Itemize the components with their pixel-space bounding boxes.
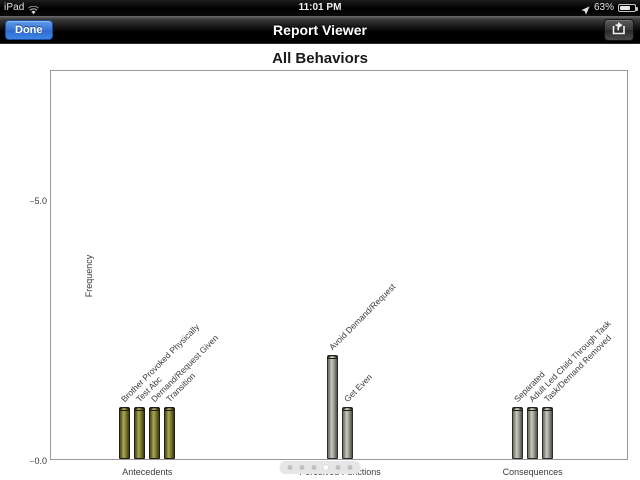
- status-clock: 11:01 PM: [298, 2, 342, 13]
- page-dot[interactable]: [287, 465, 293, 470]
- navigation-bar: Done Report Viewer: [0, 16, 640, 44]
- y-axis-tick-label: 5.0: [30, 196, 47, 206]
- bar[interactable]: Task/Demand Removed: [542, 333, 613, 459]
- bar-item[interactable]: Avoid Demand/Request: [327, 282, 397, 459]
- wifi-icon: [28, 5, 40, 14]
- page-dot[interactable]: [347, 465, 353, 470]
- bar-item[interactable]: Brother Provoked Physically: [119, 322, 201, 459]
- x-axis-group-label: Antecedents: [122, 467, 173, 477]
- ios-status-bar: iPad 11:01 PM 63%: [0, 0, 640, 16]
- bar-group: Brother Provoked Physically Test Abc Deman…: [51, 71, 244, 477]
- bar-category-label: Get Even: [341, 371, 375, 404]
- bar-item[interactable]: Demand/Request Given: [149, 333, 220, 459]
- bar[interactable]: Demand/Request Given: [149, 333, 220, 459]
- bar[interactable]: Transition: [164, 371, 198, 459]
- status-right: 63%: [581, 0, 638, 16]
- page-dot[interactable]: [335, 465, 341, 470]
- page-indicator-dots[interactable]: [279, 461, 361, 474]
- bar-item[interactable]: Separated: [512, 369, 547, 459]
- bar-item[interactable]: Task/Demand Removed: [542, 333, 613, 459]
- report-content: All Behaviors Frequency Brother Provoked…: [0, 45, 640, 480]
- bar-category-label: Task/Demand Removed: [542, 332, 614, 404]
- page-title: Report Viewer: [273, 22, 367, 38]
- page-dot[interactable]: [311, 465, 317, 470]
- done-button[interactable]: Done: [5, 20, 53, 40]
- chart-title: All Behaviors: [272, 50, 368, 67]
- share-export-icon: [612, 21, 627, 40]
- bar[interactable]: Separated: [512, 369, 547, 459]
- x-axis-group-label: Consequences: [502, 467, 563, 477]
- location-arrow-icon: [581, 5, 590, 15]
- bar-group: Separated Adult Led Child Through Task Tas…: [436, 71, 629, 477]
- battery-icon: [618, 4, 638, 12]
- bar-item[interactable]: Adult Led Child Through Task: [527, 318, 613, 459]
- bar-item[interactable]: Get Even: [342, 372, 374, 459]
- chart-bars-container: Brother Provoked Physically Test Abc Deman…: [51, 71, 629, 477]
- carrier-label: iPad: [4, 2, 25, 13]
- share-button[interactable]: [604, 19, 634, 41]
- page-dot[interactable]: [299, 465, 305, 470]
- bar[interactable]: Test Abc: [134, 374, 164, 459]
- bar-category-label: Avoid Demand/Request: [326, 281, 398, 352]
- battery-percent-label: 63%: [593, 2, 614, 13]
- bar-category-label: Adult Led Child Through Task: [527, 318, 613, 404]
- bar[interactable]: Get Even: [342, 372, 374, 459]
- bar-item[interactable]: Test Abc: [134, 374, 164, 459]
- bar[interactable]: Brother Provoked Physically: [119, 322, 201, 459]
- bar-item[interactable]: Transition: [164, 371, 198, 459]
- status-left: iPad: [4, 0, 40, 16]
- bar[interactable]: Avoid Demand/Request: [327, 282, 397, 459]
- y-axis-tick-label: 0.0: [30, 456, 47, 466]
- bar[interactable]: Adult Led Child Through Task: [527, 318, 613, 459]
- page-dot[interactable]: [323, 465, 329, 470]
- chart-plot-area: Frequency Brother Provoked Physically Tes…: [30, 70, 629, 477]
